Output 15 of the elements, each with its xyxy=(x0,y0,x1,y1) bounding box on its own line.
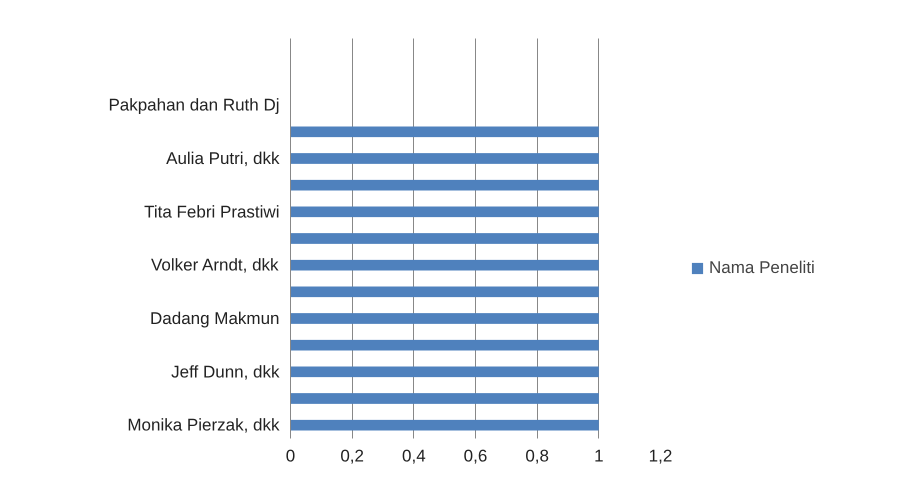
y-tick-label: Dadang Makmun xyxy=(150,309,280,328)
y-tick-label: Tita Febri Prastiwi xyxy=(144,202,280,222)
x-tick-label: 1,2 xyxy=(648,446,672,466)
x-tick-label: 1 xyxy=(594,446,604,466)
y-tick-label: Aulia Putri, dkk xyxy=(166,149,280,168)
x-tick-label: 0 xyxy=(286,446,296,466)
y-tick-label: Jeff Dunn, dkk xyxy=(171,362,280,382)
legend-label: Nama Peneliti xyxy=(709,258,815,278)
x-tick-label: 0,8 xyxy=(525,446,549,466)
x-tick-label: 0,6 xyxy=(464,446,488,466)
x-tick-label: 0,2 xyxy=(340,446,364,466)
y-tick-label: Volker Arndt, dkk xyxy=(150,256,280,275)
y-tick-label: Pakpahan dan Ruth Dj xyxy=(108,96,280,115)
x-tick-label: 0,4 xyxy=(402,446,426,466)
y-tick-label: Monika Pierzak, dkk xyxy=(127,416,280,435)
